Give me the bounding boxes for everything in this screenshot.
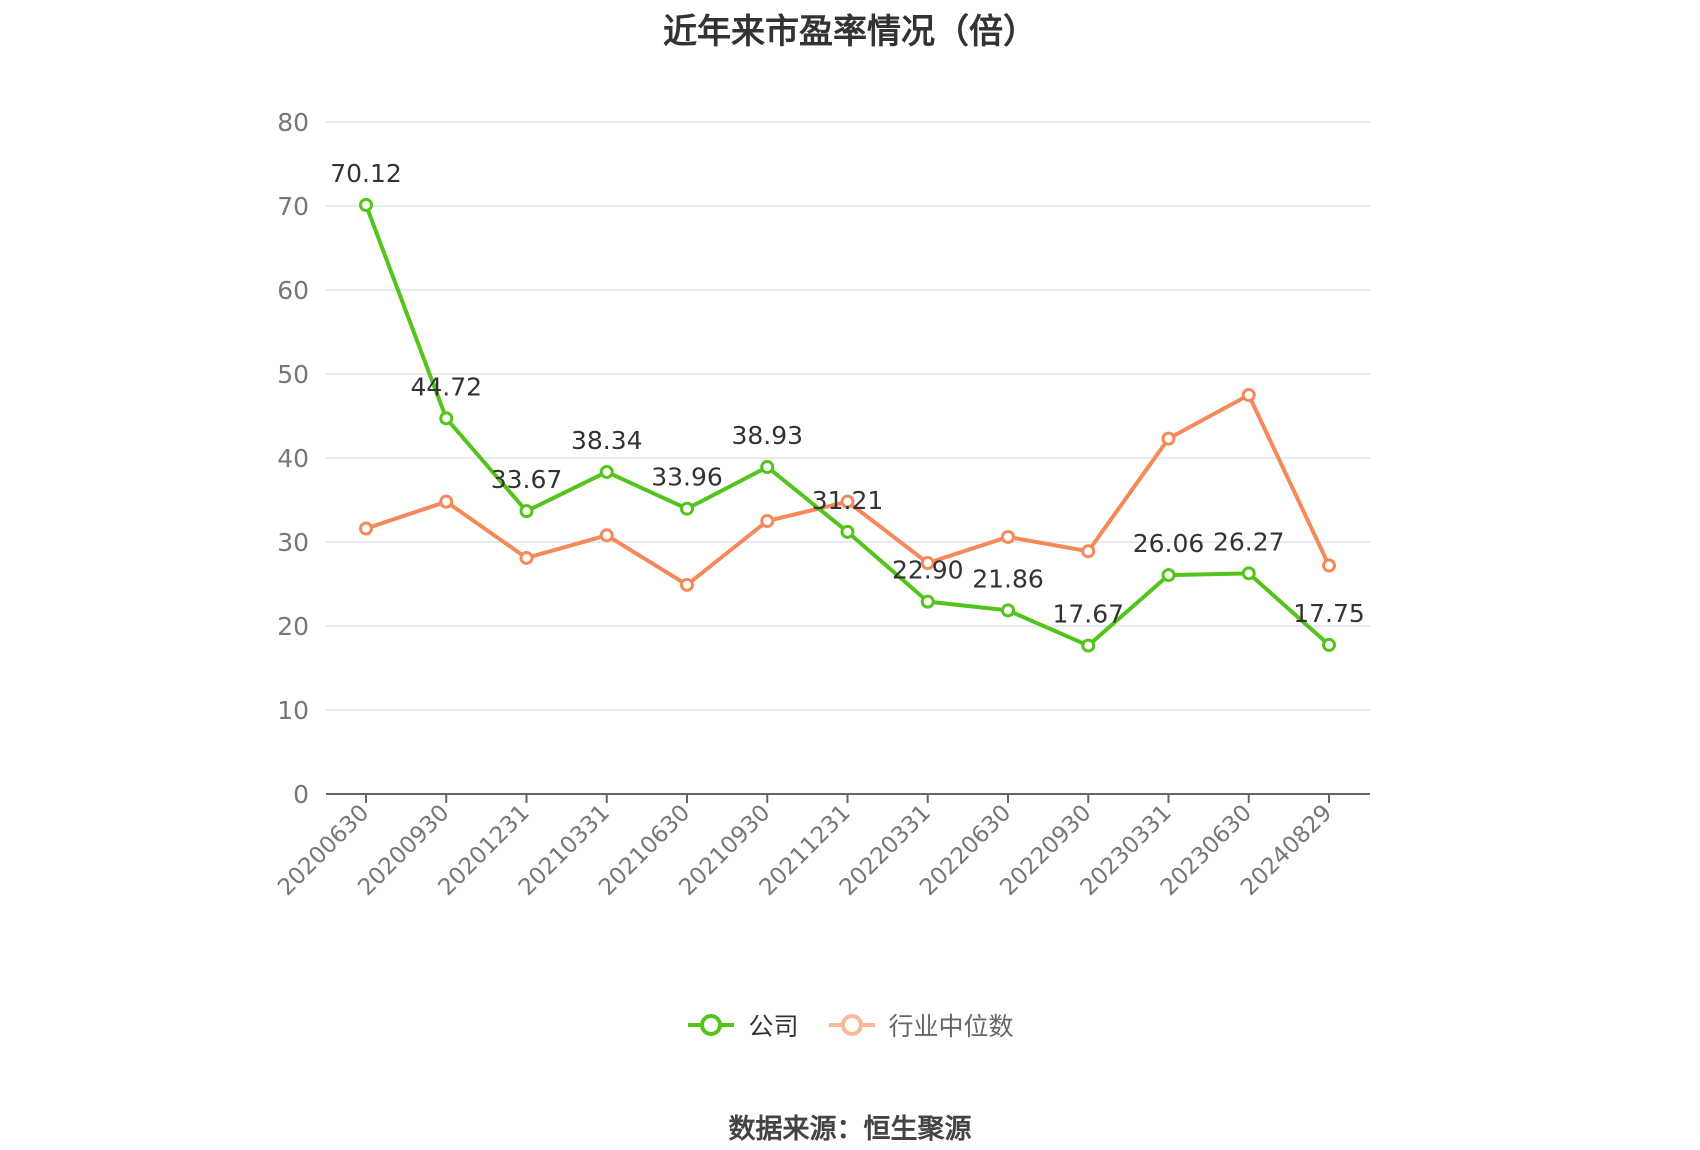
data-point-company	[760, 459, 775, 474]
y-tick-label: 60	[277, 276, 309, 305]
label-layer: 70.12 44.72 33.67 38.34 33.96 38.93 31.21 22.90…	[330, 159, 1365, 629]
y-tick-label: 50	[277, 360, 309, 389]
data-point-company	[1001, 603, 1015, 618]
legend-item-company[interactable]: 公司	[686, 1007, 799, 1043]
legend: 公司 行业中位数	[0, 1007, 1700, 1043]
data-point-median	[1001, 529, 1015, 544]
legend-item-median[interactable]: 行业中位数	[827, 1007, 1014, 1043]
y-tick-label: 30	[277, 528, 309, 557]
data-point-company	[920, 594, 935, 609]
legend-company-marker-icon	[688, 1014, 735, 1036]
data-label-company: 38.93	[731, 421, 803, 450]
legend-label-company: 公司	[748, 1012, 799, 1041]
data-label-company: 17.67	[1052, 600, 1124, 629]
data-source: 数据来源：恒生聚源	[728, 1114, 972, 1145]
data-point-median	[1081, 544, 1096, 559]
data-label-company: 21.86	[972, 564, 1044, 593]
data-point-median	[439, 494, 454, 509]
series-line-company	[364, 204, 1331, 648]
data-point-median	[359, 521, 373, 536]
legend-label-median: 行业中位数	[888, 1012, 1014, 1041]
data-point-median	[760, 514, 775, 528]
data-label-company: 26.06	[1133, 529, 1205, 558]
y-tick-label: 70	[277, 192, 309, 221]
data-label-company: 38.34	[571, 426, 643, 455]
y-tick-label: 20	[277, 612, 309, 641]
data-label-company: 44.72	[410, 372, 482, 401]
data-label-company: 26.27	[1213, 527, 1285, 556]
data-point-median	[840, 494, 855, 509]
data-point-company	[1081, 638, 1096, 653]
data-point-median	[1161, 431, 1176, 446]
data-point-company	[439, 411, 454, 426]
data-point-median	[599, 528, 614, 543]
y-tick-label: 10	[277, 696, 309, 725]
data-label-company: 33.67	[491, 465, 563, 494]
data-point-company	[359, 197, 373, 212]
data-label-company: 70.12	[330, 159, 402, 188]
data-point-company	[519, 504, 534, 519]
data-point-company	[680, 501, 694, 516]
data-label-company: 22.90	[892, 556, 964, 585]
grid-layer	[326, 121, 1370, 711]
data-point-company	[1241, 566, 1256, 581]
legend-median-marker-icon	[828, 1014, 875, 1036]
data-label-company: 31.21	[812, 486, 884, 515]
data-label-company: 33.96	[651, 463, 723, 492]
data-point-company	[1161, 568, 1176, 583]
data-point-median	[1322, 558, 1336, 573]
y-tick-label: 0	[293, 780, 309, 809]
series-layer	[359, 197, 1336, 653]
data-point-median	[680, 577, 694, 592]
data-label-company: 17.75	[1293, 599, 1365, 628]
data-point-company	[1322, 637, 1336, 652]
data-point-company	[840, 524, 855, 539]
y-tick-label: 80	[277, 108, 309, 137]
chart-title: 近年来市盈率情况（倍）	[663, 12, 1037, 52]
data-point-median	[920, 556, 935, 570]
data-point-company	[599, 464, 614, 479]
data-point-median	[1241, 388, 1256, 402]
y-tick-label: 40	[277, 444, 309, 473]
data-point-median	[519, 550, 534, 565]
